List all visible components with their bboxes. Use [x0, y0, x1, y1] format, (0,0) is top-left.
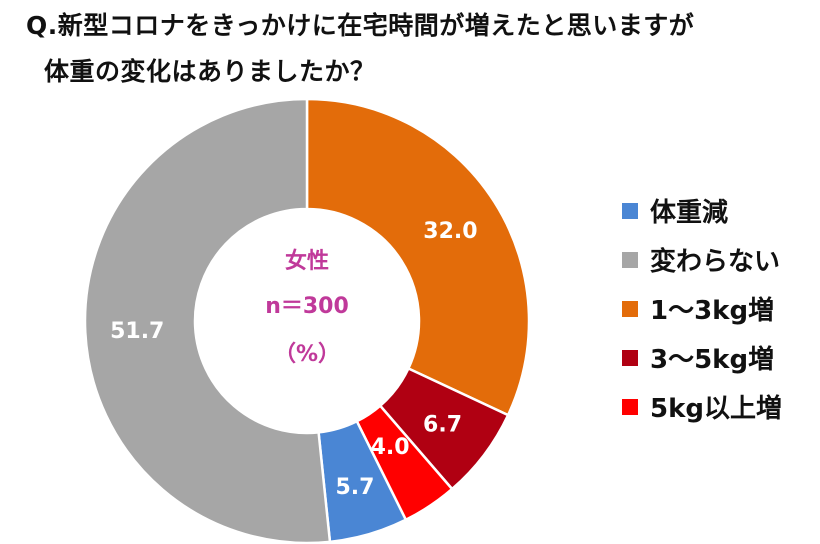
slice-labels: 32.0 6.7 4.0 5.7 51.7	[110, 219, 477, 500]
chart-title-line-2: 体重の変化はありましたか？	[44, 57, 376, 86]
slice-value-label: 4.0	[371, 435, 410, 460]
chart-title-line-1: Q.新型コロナをきっかけに在宅時間が増えたと思いますが	[26, 11, 695, 40]
legend-swatch	[622, 202, 638, 219]
legend-item: 3〜5kg増	[622, 333, 782, 382]
slice-value-label: 32.0	[423, 219, 477, 244]
legend-swatch	[622, 349, 638, 366]
center-text-sample-size: n＝300	[265, 294, 349, 319]
legend-item: 5kg以上増	[622, 382, 782, 431]
legend-item: 体重減	[622, 186, 782, 235]
donut-slices	[83, 97, 531, 544]
chart-legend: 体重減 変わらない 1〜3kg増 3〜5kg増 5kg以上増	[622, 186, 782, 431]
slice-value-label: 6.7	[423, 413, 462, 438]
donut-slice	[83, 97, 332, 544]
legend-swatch	[622, 300, 638, 317]
legend-label: 体重減	[650, 198, 729, 228]
legend-item: 変わらない	[622, 235, 782, 284]
donut-slice	[305, 97, 531, 417]
legend-swatch	[622, 251, 638, 268]
slice-value-label: 51.7	[110, 319, 164, 344]
legend-label: 3〜5kg増	[650, 345, 775, 375]
legend-item: 1〜3kg増	[622, 284, 782, 333]
slice-value-label: 5.7	[335, 475, 374, 500]
legend-swatch	[622, 398, 638, 415]
legend-label: 5kg以上増	[650, 394, 782, 424]
legend-label: 変わらない	[650, 247, 781, 277]
legend-label: 1〜3kg増	[650, 296, 775, 326]
center-text-unit: （%）	[274, 342, 340, 367]
donut-center-text: 女性 n＝300 （%）	[265, 248, 349, 367]
center-text-group-label: 女性	[285, 248, 329, 274]
